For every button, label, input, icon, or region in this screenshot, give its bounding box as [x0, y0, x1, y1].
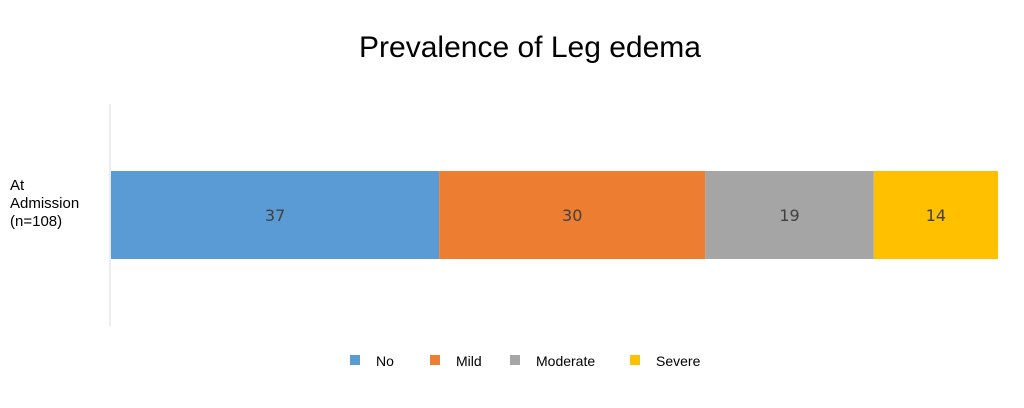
chart-title: Prevalence of Leg edema: [359, 31, 701, 64]
legend-swatch-severe: [630, 355, 640, 365]
data-labels: 37 30 19 14: [265, 206, 946, 225]
data-label-moderate: 19: [779, 206, 799, 225]
legend: No Mild Moderate Severe: [350, 353, 701, 369]
bar-segment-moderate: [705, 171, 874, 259]
bar-segment-mild: [439, 171, 706, 259]
legend-swatch-no: [350, 355, 360, 365]
legend-label-no: No: [376, 353, 394, 369]
legend-label-moderate: Moderate: [536, 353, 595, 369]
bar-segment-no: [111, 171, 440, 259]
category-label-line-3: (n=108): [10, 213, 62, 230]
legend-label-mild: Mild: [456, 353, 482, 369]
data-label-severe: 14: [926, 206, 946, 225]
category-label-line-1: At: [10, 177, 25, 194]
legend-swatch-moderate: [510, 355, 520, 365]
category-label: At Admission (n=108): [10, 177, 83, 230]
data-label-no: 37: [265, 206, 285, 225]
legend-swatch-mild: [430, 355, 440, 365]
bar-segment-severe: [873, 171, 998, 259]
category-label-line-2: Admission: [10, 195, 79, 212]
data-label-mild: 30: [562, 206, 582, 225]
legend-label-severe: Severe: [656, 353, 701, 369]
bar-segments: [111, 171, 998, 259]
